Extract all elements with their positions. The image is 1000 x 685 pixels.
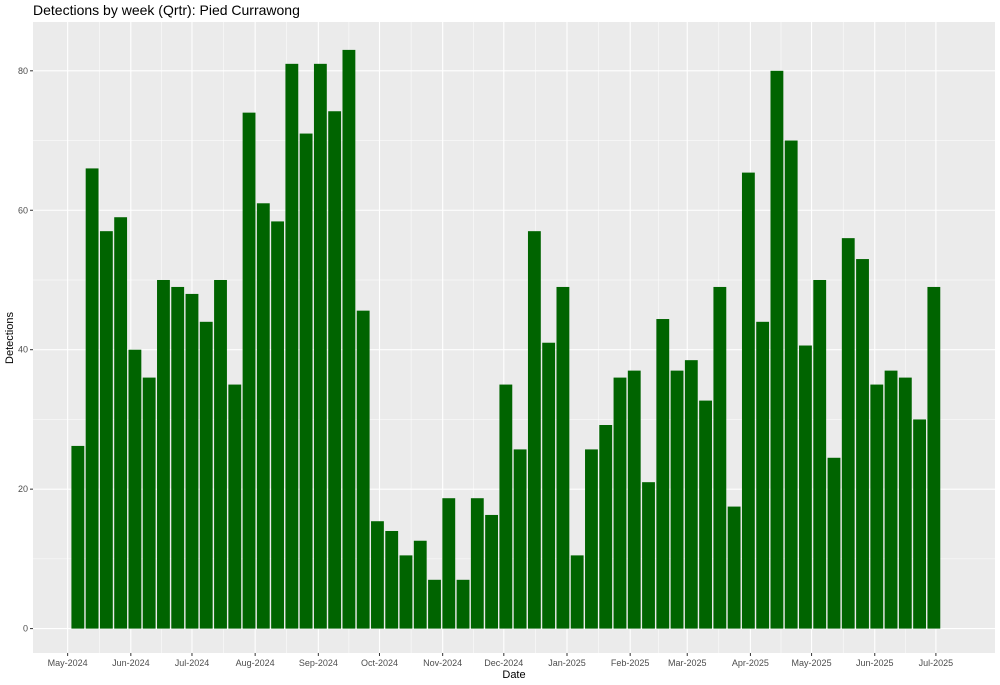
bar [770,70,784,629]
bar [527,231,541,629]
bar [285,63,299,629]
bar [228,384,242,629]
x-tick-label: Jun-2025 [856,658,894,668]
bar [214,279,227,629]
bar [827,457,841,629]
bar [313,63,327,629]
bar [71,445,85,629]
bar [199,321,213,629]
bar [884,370,898,629]
bar [256,203,270,629]
x-tick-label: Jun-2024 [112,658,150,668]
bar [114,217,128,629]
bar [85,168,99,629]
bar [171,286,185,629]
bar [856,259,869,629]
y-tick-label: 80 [18,66,28,76]
x-tick-label: Sep-2024 [299,658,338,668]
bar [470,498,484,629]
bar [713,286,727,629]
bar [741,172,755,629]
bar [428,579,441,629]
x-tick-label: May-2025 [792,658,832,668]
bar [642,482,655,629]
y-axis: 0 20 40 60 80 [18,66,33,634]
bar [399,555,413,629]
chart-title: Detections by week (Qrtr): Pied Currawon… [33,2,300,18]
bar [813,279,827,629]
bar [413,540,427,629]
bar [556,286,570,629]
x-tick-label: Jan-2025 [548,658,586,668]
x-tick-label: Jul-2025 [919,658,954,668]
bar [841,238,855,629]
bar [898,377,912,629]
bar [342,49,356,629]
bar [485,514,499,629]
y-tick-label: 20 [18,484,28,494]
bar [599,425,613,629]
bar [799,345,812,629]
x-tick-label: Oct-2024 [361,658,398,668]
bar [870,384,884,629]
x-axis-title: Date [502,669,525,681]
x-tick-label: Aug-2024 [236,658,275,668]
bar [128,349,142,629]
x-tick-label: Dec-2024 [484,658,523,668]
bar [356,310,370,629]
bar [499,384,513,629]
x-tick-label: Nov-2024 [423,658,462,668]
bar [328,111,342,629]
bar [727,506,741,629]
bars [71,49,941,629]
x-tick-label: Feb-2025 [611,658,650,668]
bar [242,112,256,629]
y-tick-label: 60 [18,205,28,215]
bar [442,498,456,629]
bar [271,221,284,629]
x-tick-label: Jul-2024 [175,658,210,668]
bar [513,449,527,629]
bar [699,400,713,629]
bar [157,279,170,629]
bar [756,321,770,629]
bar [684,360,698,629]
bar [627,370,641,629]
bar [99,231,113,629]
bar [670,370,684,629]
bar [927,286,941,629]
x-axis: May-2024 Jun-2024 Jul-2024 Aug-2024 Sep-2024… [48,653,954,668]
bar [185,293,199,629]
y-tick-label: 40 [18,345,28,355]
y-tick-label: 0 [23,624,28,634]
bar [656,319,670,629]
bar [385,530,399,629]
bar [913,419,927,629]
bar [570,555,584,629]
bar [613,377,627,629]
bar [542,342,556,629]
x-tick-label: May-2024 [48,658,88,668]
bar [142,377,156,629]
bar [299,133,313,629]
bar [371,521,384,629]
x-tick-label: Apr-2025 [732,658,769,668]
y-axis-title: Detections [4,312,16,364]
bar [585,449,598,629]
bar [456,579,470,629]
x-tick-label: Mar-2025 [668,658,707,668]
bar [784,140,798,629]
